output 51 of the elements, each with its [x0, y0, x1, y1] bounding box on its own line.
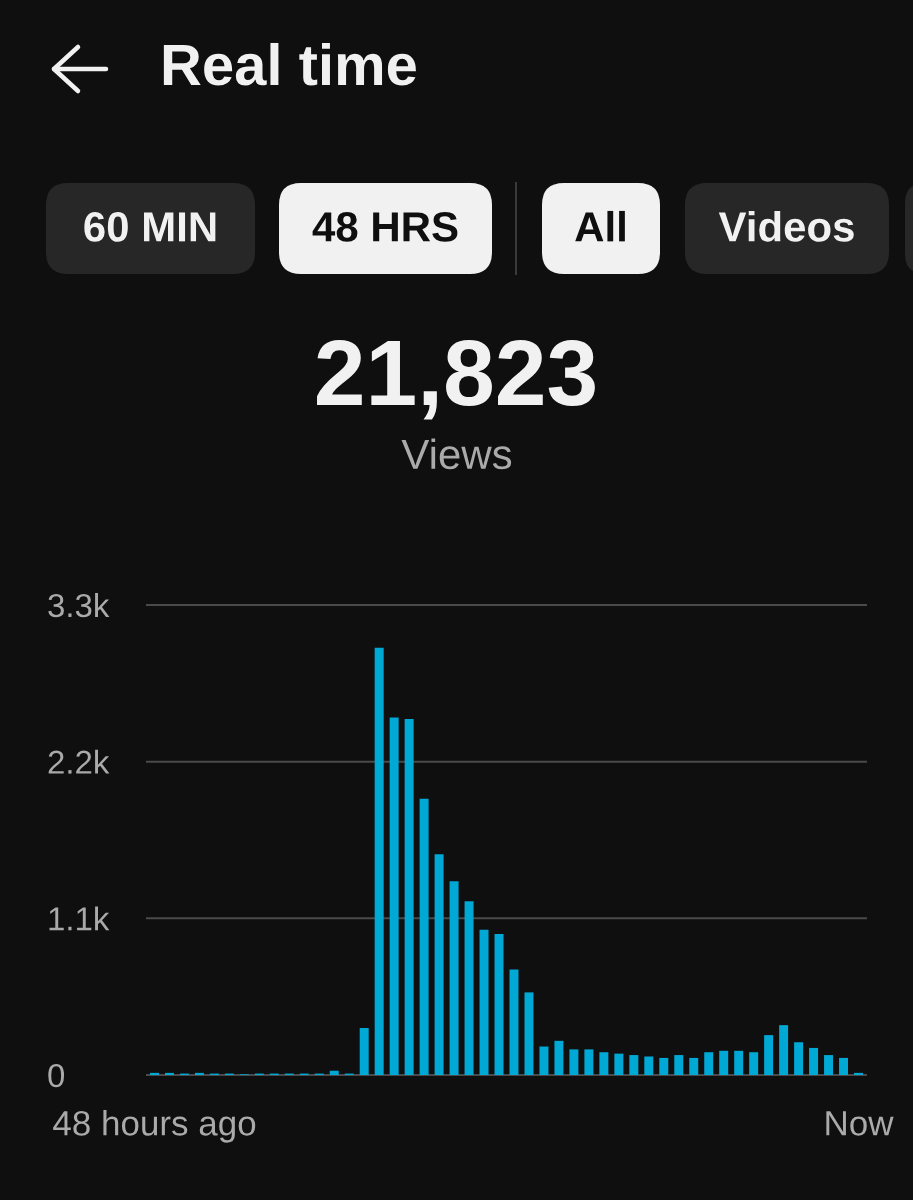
- bar: [839, 1057, 849, 1075]
- bar: [464, 901, 474, 1075]
- bar: [494, 934, 504, 1075]
- y-tick-label: 0: [48, 1063, 65, 1088]
- bar: [779, 1025, 789, 1075]
- text: Views: [401, 438, 512, 470]
- bar: [164, 1072, 174, 1075]
- bar: [674, 1055, 684, 1075]
- bar: [569, 1049, 579, 1075]
- bar: [794, 1042, 804, 1075]
- x-tick-label: 48 hours ago: [53, 1110, 256, 1143]
- y-tick-label: 2.2k: [48, 749, 110, 774]
- text: 21,823: [317, 340, 595, 420]
- bar: [854, 1072, 863, 1075]
- text: Videos: [718, 210, 854, 242]
- bar: [719, 1050, 729, 1075]
- chart-title: Real time: [163, 42, 416, 86]
- bar: [404, 718, 414, 1075]
- y-tick-label: 1.1k: [49, 906, 110, 931]
- x-tick-label: Now: [826, 1111, 894, 1136]
- bar: [509, 969, 519, 1075]
- bar: [329, 1070, 339, 1075]
- bar: [659, 1057, 669, 1075]
- bar: [749, 1052, 759, 1075]
- bar: [824, 1055, 834, 1075]
- bar: [689, 1057, 699, 1075]
- bar: [809, 1047, 819, 1075]
- bar: [434, 854, 444, 1075]
- bar: [614, 1053, 624, 1075]
- y-tick-label: 3.3k: [48, 593, 110, 618]
- bar: [389, 717, 399, 1075]
- bar: [554, 1040, 564, 1075]
- bar: [539, 1046, 549, 1075]
- text: 60 MIN: [84, 212, 216, 242]
- bar: [524, 992, 534, 1075]
- text: 48 HRS: [312, 212, 458, 242]
- bar: [150, 1072, 159, 1075]
- bar: [374, 647, 384, 1075]
- bar: [599, 1052, 609, 1075]
- bar: [419, 798, 429, 1075]
- bar: [644, 1056, 654, 1075]
- bar: [194, 1072, 204, 1075]
- bar: [734, 1050, 744, 1075]
- text: All: [575, 210, 625, 242]
- bar: [764, 1035, 774, 1075]
- bar: [359, 1028, 369, 1075]
- bar: [449, 881, 459, 1075]
- bar: [479, 929, 489, 1075]
- bar: [704, 1052, 714, 1075]
- bar: [584, 1049, 594, 1075]
- bar: [629, 1055, 639, 1075]
